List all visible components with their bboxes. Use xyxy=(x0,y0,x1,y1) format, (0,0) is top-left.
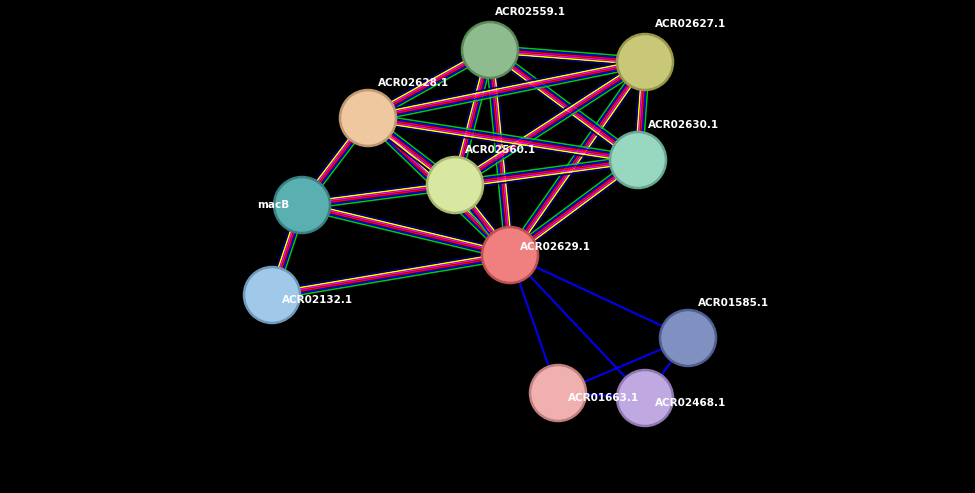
Text: ACR02630.1: ACR02630.1 xyxy=(648,120,720,130)
Circle shape xyxy=(617,370,673,426)
Text: ACR01585.1: ACR01585.1 xyxy=(698,298,769,308)
Circle shape xyxy=(617,34,673,90)
Circle shape xyxy=(610,132,666,188)
Circle shape xyxy=(660,310,716,366)
Circle shape xyxy=(340,90,396,146)
Circle shape xyxy=(274,177,330,233)
Text: ACR02132.1: ACR02132.1 xyxy=(282,295,353,305)
Text: ACR02627.1: ACR02627.1 xyxy=(655,19,726,29)
Text: ACR02628.1: ACR02628.1 xyxy=(378,78,449,88)
Text: ACR02560.1: ACR02560.1 xyxy=(465,145,536,155)
Text: ACR02559.1: ACR02559.1 xyxy=(495,7,566,17)
Text: ACR02468.1: ACR02468.1 xyxy=(655,398,726,408)
Circle shape xyxy=(244,267,300,323)
Circle shape xyxy=(462,22,518,78)
Text: ACR01663.1: ACR01663.1 xyxy=(568,393,640,403)
Text: macB: macB xyxy=(257,200,290,210)
Text: ACR02629.1: ACR02629.1 xyxy=(520,242,591,252)
Circle shape xyxy=(427,157,483,213)
Circle shape xyxy=(482,227,538,283)
Circle shape xyxy=(530,365,586,421)
